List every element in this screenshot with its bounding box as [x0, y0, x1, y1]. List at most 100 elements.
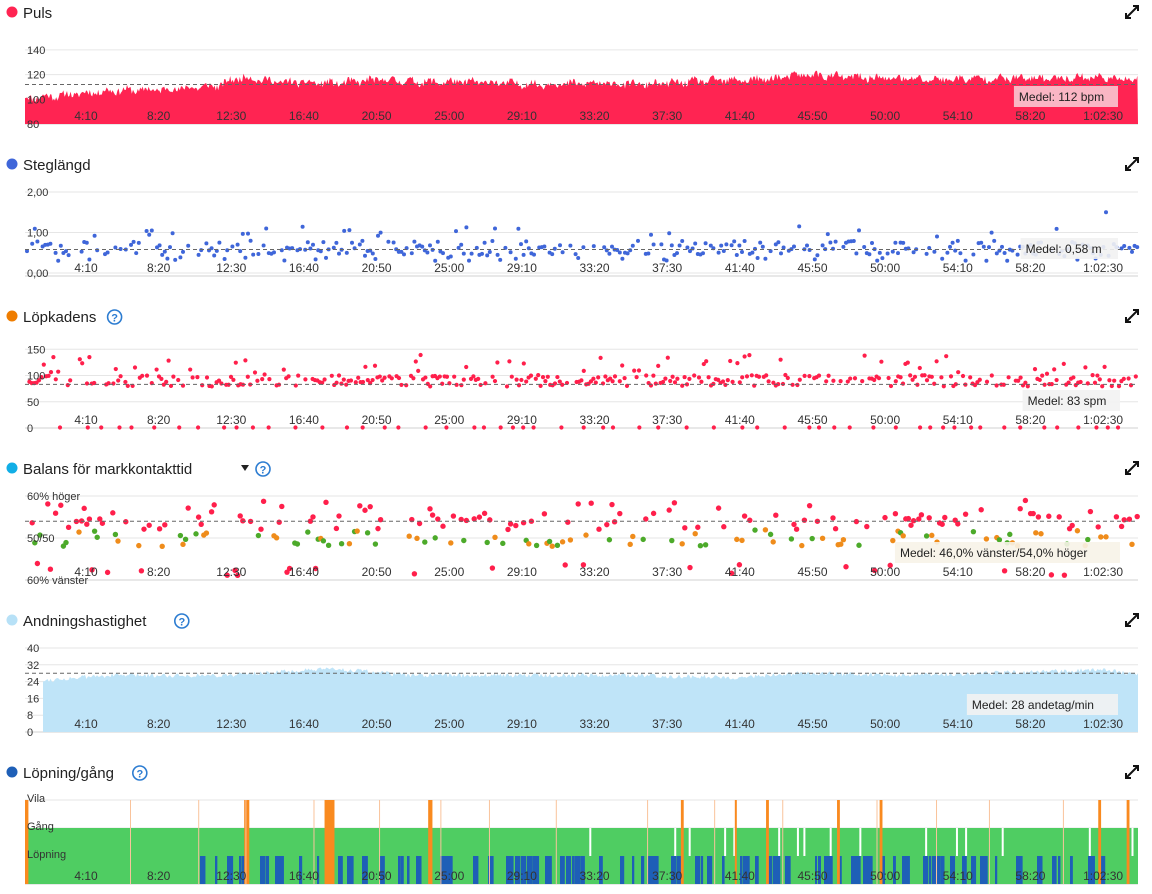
balance-point: [1046, 513, 1052, 519]
stride-point: [602, 245, 607, 250]
cadence-point: [917, 425, 923, 430]
expand-icon[interactable]: [1125, 309, 1139, 323]
run-segment: [473, 856, 479, 884]
stride-point: [30, 241, 35, 246]
y-tick-label: 150: [27, 344, 45, 356]
stride-point: [196, 252, 201, 257]
cadence-point: [737, 380, 742, 385]
expand-icon[interactable]: [1125, 461, 1139, 475]
balance-point: [432, 535, 438, 541]
stride-point: [305, 240, 310, 245]
help-icon[interactable]: ?: [132, 765, 148, 781]
stride-point: [820, 243, 825, 248]
expand-icon[interactable]: [1125, 157, 1139, 171]
run-segment: [881, 856, 885, 884]
cadence-point: [516, 383, 522, 388]
gap-segment: [1001, 828, 1004, 856]
stride-point: [779, 251, 783, 256]
run-segment: [446, 856, 451, 884]
chart-title: Löpkadens: [23, 309, 96, 326]
cadence-point: [46, 373, 51, 378]
gap-segment: [803, 828, 806, 856]
cadence-point: [908, 373, 913, 378]
cadence-point: [281, 367, 286, 372]
mean-label: Medel: 112 bpm: [1019, 90, 1104, 104]
cadence-point: [111, 381, 116, 386]
balance-point: [788, 536, 795, 542]
balance-point: [721, 524, 727, 530]
stride-point: [797, 224, 802, 229]
chart-header-run_walk: Löpning/gång?: [6, 765, 1139, 782]
help-glyph: ?: [111, 313, 118, 325]
cadence-point: [1042, 425, 1047, 430]
balance-point: [76, 529, 82, 535]
x-tick-label: 29:10: [507, 109, 537, 123]
cadence-point: [969, 425, 974, 430]
stride-point: [576, 256, 581, 261]
x-tick-label: 20:50: [362, 869, 392, 883]
cadence-point: [771, 380, 776, 385]
x-tick-label: 37:30: [652, 565, 682, 579]
rest-thin-segment: [647, 800, 649, 884]
rest-thin-segment: [440, 800, 442, 884]
cadence-point: [637, 425, 642, 430]
balance-point: [258, 526, 264, 532]
stride-point: [677, 243, 682, 248]
cadence-point: [744, 374, 750, 379]
stride-point: [300, 224, 305, 229]
cadence-point: [1107, 378, 1112, 383]
help-icon[interactable]: ?: [255, 461, 271, 477]
cadence-point: [56, 369, 61, 374]
expand-icon[interactable]: [1125, 613, 1139, 627]
balance-point: [983, 536, 990, 542]
cadence-point: [701, 361, 706, 367]
cadence-point: [994, 383, 999, 388]
run-segment: [1100, 856, 1106, 884]
y-tick-label: 60% höger: [27, 491, 81, 503]
stride-point: [1005, 258, 1010, 263]
cadence-point: [780, 381, 786, 387]
expand-icon[interactable]: [1125, 5, 1139, 19]
cadence-point: [531, 425, 536, 430]
x-tick-label: 50:00: [870, 261, 900, 275]
balance-point: [630, 533, 636, 540]
cadence-point: [893, 379, 898, 384]
cadence-point: [1095, 373, 1100, 378]
cadence-point: [293, 425, 298, 430]
cadence-point: [898, 375, 903, 380]
run-segment: [746, 856, 750, 884]
chevron-down-icon[interactable]: [241, 465, 249, 471]
y-tick-label: 32: [27, 660, 39, 672]
rest-thin-segment: [313, 800, 315, 884]
help-icon[interactable]: ?: [106, 309, 123, 325]
x-tick-label: 29:10: [507, 565, 537, 579]
stride-point: [53, 250, 58, 255]
expand-icon[interactable]: [1125, 765, 1139, 779]
y-axis-cadence: 150 100 50 0: [27, 344, 45, 435]
cadence-point: [699, 379, 704, 384]
run-segment: [200, 856, 204, 884]
balance-point: [416, 520, 423, 527]
x-tick-label: 12:30: [216, 565, 246, 579]
stride-point: [760, 244, 765, 249]
x-tick-label: 29:10: [507, 717, 537, 731]
x-tick-label: 4:10: [74, 869, 98, 883]
x-tick-label: 50:00: [870, 717, 900, 731]
cadence-point: [399, 382, 404, 388]
balance-point: [910, 517, 917, 524]
run-segment: [338, 856, 343, 884]
cadence-point: [555, 374, 560, 380]
stride-point: [162, 249, 167, 254]
x-tick-label: 33:20: [580, 717, 610, 731]
stride-point: [251, 252, 256, 257]
stride-point: [758, 240, 763, 245]
stride-point: [173, 257, 178, 262]
help-icon[interactable]: ?: [174, 613, 190, 629]
balance-point: [481, 510, 488, 517]
x-tick-label: 29:10: [507, 261, 537, 275]
rest-thin-segment: [714, 800, 716, 884]
balance-point: [843, 564, 849, 570]
stride-point: [243, 255, 248, 260]
balance-point: [435, 516, 441, 522]
